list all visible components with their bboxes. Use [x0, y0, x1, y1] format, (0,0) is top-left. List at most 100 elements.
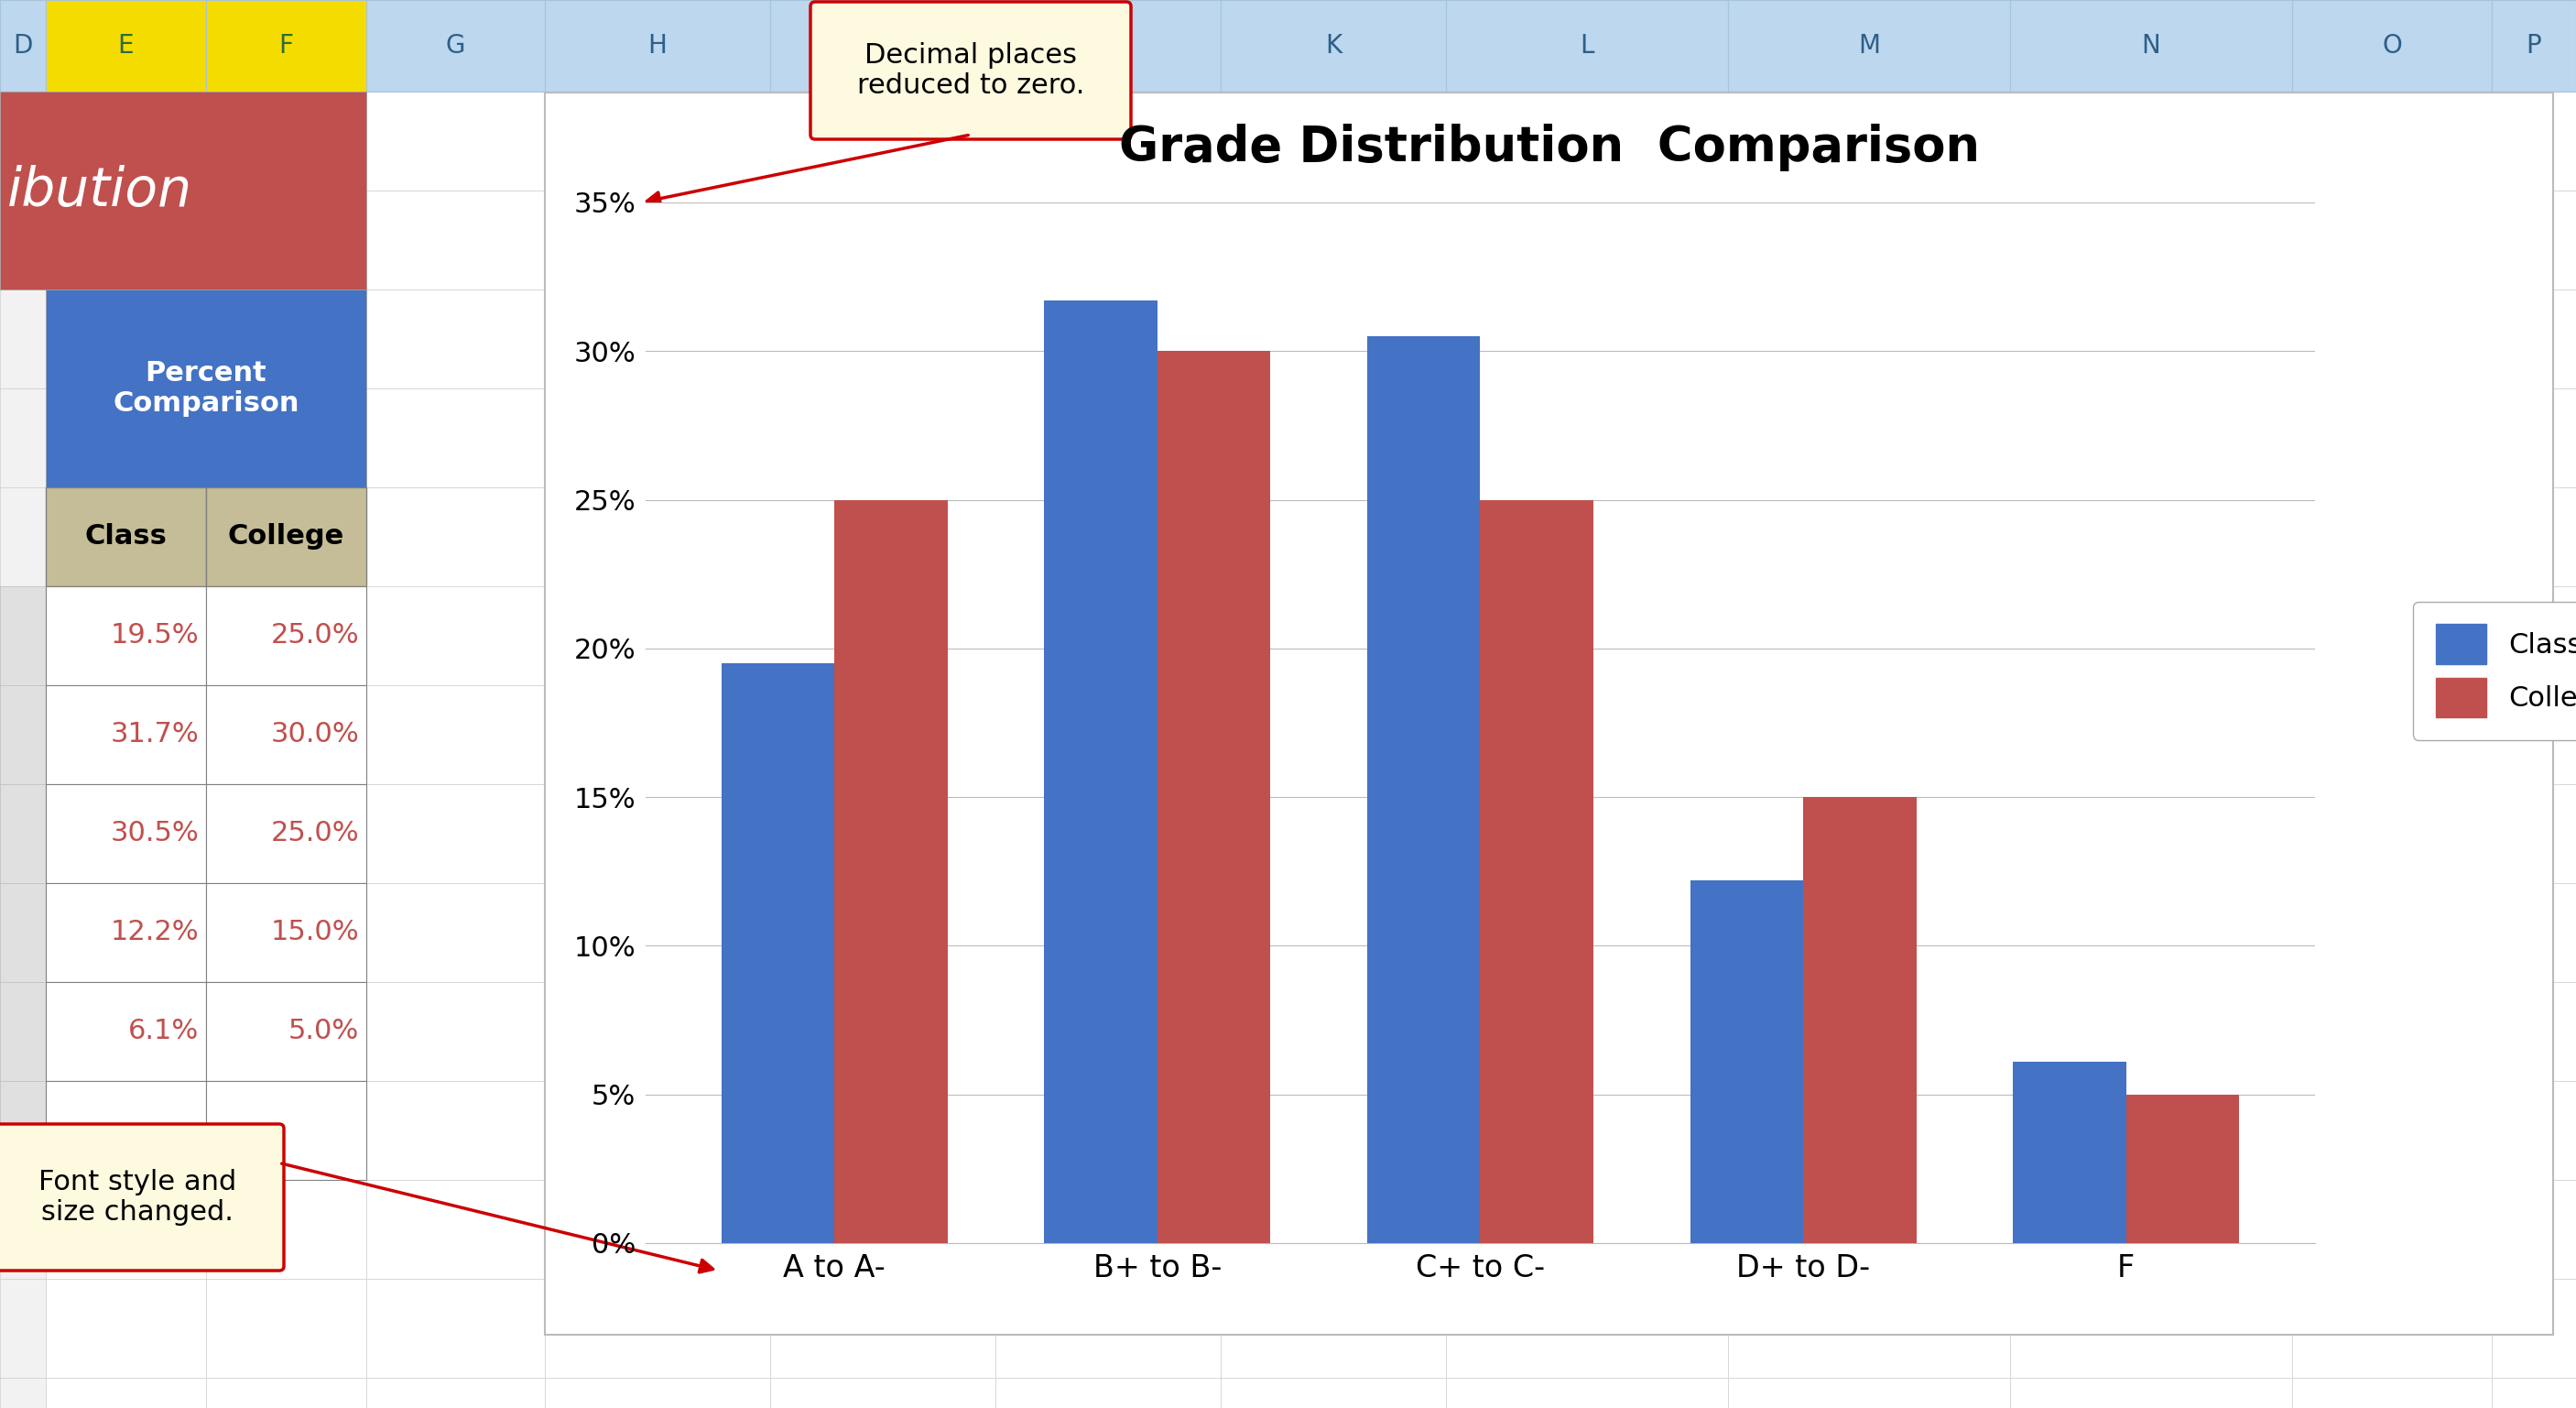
Bar: [0, 981, 46, 1081]
Bar: [546, 981, 770, 1081]
Bar: [1728, 784, 2009, 883]
Bar: [1221, 1378, 1445, 1408]
Bar: [1728, 981, 2009, 1081]
Bar: [366, 981, 546, 1081]
Bar: [994, 1180, 1221, 1278]
Bar: [1445, 1180, 1728, 1278]
Text: Percent
Comparison: Percent Comparison: [113, 359, 299, 417]
Bar: [2491, 1081, 2576, 1180]
Bar: [206, 883, 366, 981]
Text: I: I: [878, 32, 886, 59]
Bar: [206, 487, 366, 586]
Bar: [46, 686, 206, 784]
Bar: [0, 1278, 46, 1378]
Text: 25.0%: 25.0%: [270, 622, 358, 649]
Bar: [1221, 1180, 1445, 1278]
Bar: [1690, 880, 1803, 1243]
Bar: [2012, 1062, 2125, 1243]
Bar: [1728, 487, 2009, 586]
Bar: [1728, 290, 2009, 389]
Bar: [0, 883, 46, 981]
Text: 30.5%: 30.5%: [111, 821, 198, 846]
Bar: [206, 586, 366, 686]
Bar: [46, 1180, 206, 1278]
Bar: [1728, 389, 2009, 487]
Bar: [770, 290, 994, 389]
Bar: [206, 981, 366, 1081]
Bar: [1728, 92, 2009, 190]
Bar: [546, 487, 770, 586]
Bar: [0, 290, 46, 389]
Bar: [366, 1180, 546, 1278]
Bar: [994, 1081, 1221, 1180]
Bar: [835, 500, 948, 1243]
Bar: [206, 686, 366, 784]
Bar: [46, 883, 206, 981]
Bar: [0, 1081, 46, 1180]
Bar: [206, 1081, 366, 1180]
Bar: [366, 586, 546, 686]
Bar: [46, 290, 206, 389]
Bar: [546, 0, 770, 92]
Bar: [46, 487, 206, 586]
Bar: [1728, 190, 2009, 290]
Bar: [1728, 1378, 2009, 1408]
Text: Class: Class: [85, 524, 167, 551]
Bar: [546, 883, 770, 981]
Bar: [206, 686, 366, 784]
Text: Decimal places
reduced to zero.: Decimal places reduced to zero.: [858, 42, 1084, 99]
Bar: [2293, 981, 2491, 1081]
Bar: [2491, 190, 2576, 290]
Bar: [46, 883, 206, 981]
Bar: [1221, 290, 1445, 389]
Bar: [770, 389, 994, 487]
Bar: [770, 1278, 994, 1378]
Bar: [2491, 1278, 2576, 1378]
Bar: [1445, 290, 1728, 389]
Bar: [546, 1180, 770, 1278]
Bar: [546, 686, 770, 784]
Bar: [1728, 883, 2009, 981]
Bar: [0, 784, 46, 883]
Bar: [546, 389, 770, 487]
Bar: [366, 1081, 546, 1180]
Bar: [994, 487, 1221, 586]
FancyBboxPatch shape: [0, 1124, 283, 1270]
Bar: [770, 686, 994, 784]
Text: Grade Distribution  Comparison: Grade Distribution Comparison: [1118, 124, 1978, 172]
Bar: [2009, 389, 2293, 487]
Bar: [994, 686, 1221, 784]
Bar: [206, 487, 366, 586]
Bar: [546, 586, 770, 686]
Bar: [206, 883, 366, 981]
Bar: [2009, 1180, 2293, 1278]
Bar: [1445, 883, 1728, 981]
Text: 25.0%: 25.0%: [270, 821, 358, 846]
Bar: [366, 389, 546, 487]
Bar: [770, 190, 994, 290]
Bar: [546, 290, 770, 389]
Bar: [2491, 586, 2576, 686]
Bar: [770, 586, 994, 686]
Bar: [1221, 190, 1445, 290]
Bar: [994, 290, 1221, 389]
Bar: [46, 586, 206, 686]
Bar: [1445, 389, 1728, 487]
Bar: [2491, 1378, 2576, 1408]
Bar: [546, 92, 770, 190]
Bar: [366, 290, 546, 389]
Bar: [206, 190, 366, 290]
Bar: [1221, 389, 1445, 487]
Bar: [206, 981, 366, 1081]
Bar: [1221, 92, 1445, 190]
Bar: [1445, 0, 1728, 92]
Bar: [1445, 1278, 1728, 1378]
Bar: [206, 784, 366, 883]
Bar: [994, 883, 1221, 981]
Bar: [2125, 1094, 2239, 1243]
Text: D: D: [13, 32, 33, 59]
Bar: [366, 92, 546, 190]
Bar: [770, 487, 994, 586]
Bar: [770, 883, 994, 981]
Text: ibution: ibution: [8, 165, 193, 217]
